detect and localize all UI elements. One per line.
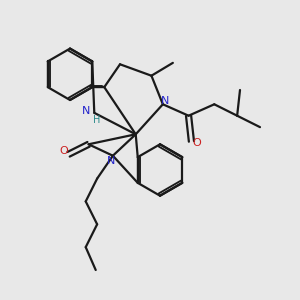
Text: N: N (161, 96, 169, 106)
Text: H: H (93, 115, 100, 125)
Text: N: N (107, 156, 115, 167)
Text: N: N (82, 106, 91, 116)
Text: O: O (192, 138, 201, 148)
Text: O: O (59, 146, 68, 156)
